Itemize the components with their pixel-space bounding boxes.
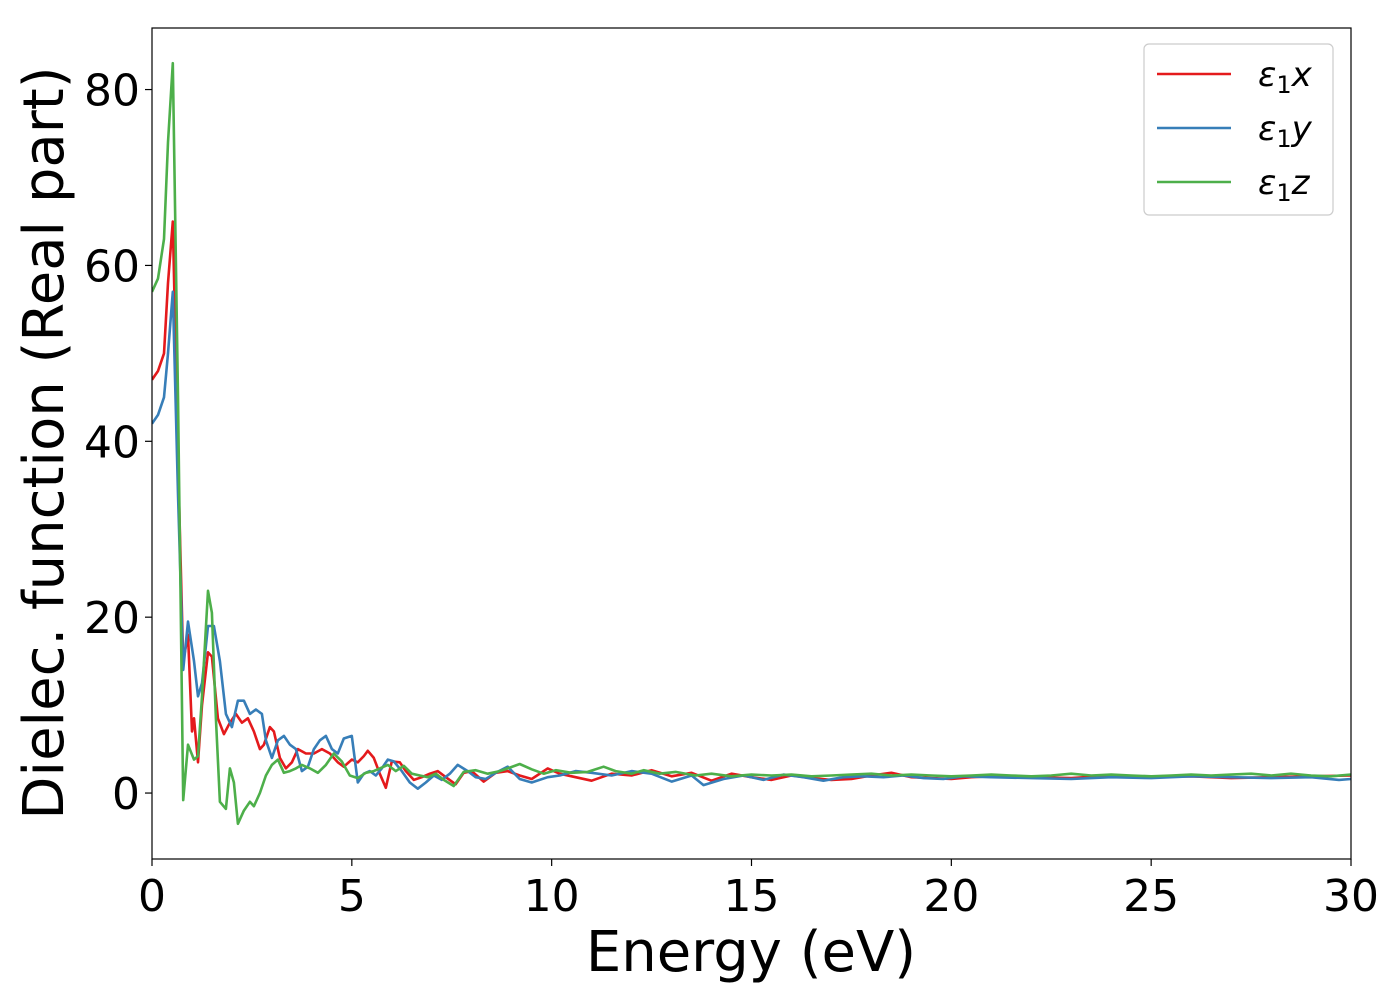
x-tick-label: 0 [138,871,166,922]
series-line-y [152,290,1351,791]
y-tick-label: 0 [112,769,140,820]
y-tick-label: 20 [84,593,140,644]
series-line-z [152,61,1351,826]
legend-label-x: ε1x [1258,55,1313,99]
x-tick-label: 20 [923,871,979,922]
y-axis-ticks: 0 20 40 60 80 [84,66,152,820]
legend-box [1143,43,1334,216]
x-axis-label: Energy (eV) [586,920,916,985]
y-tick-label: 80 [84,66,140,117]
x-axis-ticks: 0 5 10 15 20 25 30 [138,859,1379,922]
legend-label-y: ε1y [1258,109,1313,153]
y-tick-label: 60 [84,241,140,292]
x-tick-label: 15 [724,871,780,922]
x-tick-label: 25 [1123,871,1179,922]
x-tick-label: 5 [338,871,366,922]
series-group [152,61,1351,826]
x-tick-label: 30 [1323,871,1379,922]
y-tick-label: 40 [84,417,140,468]
x-tick-label: 10 [524,871,580,922]
y-axis-label: Dielec. function (Real part) [12,66,77,819]
legend: ε1x ε1y ε1z [1143,43,1334,216]
legend-label-z: ε1z [1258,163,1311,207]
